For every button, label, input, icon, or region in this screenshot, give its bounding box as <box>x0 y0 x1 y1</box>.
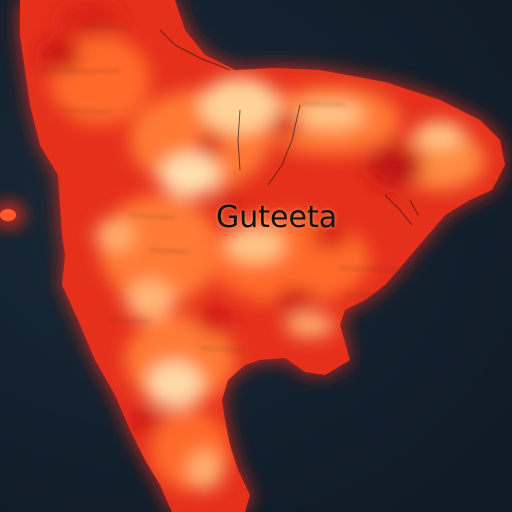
island-left <box>0 203 24 227</box>
region-label: Guteeta <box>216 200 338 235</box>
rivers <box>159 29 419 226</box>
